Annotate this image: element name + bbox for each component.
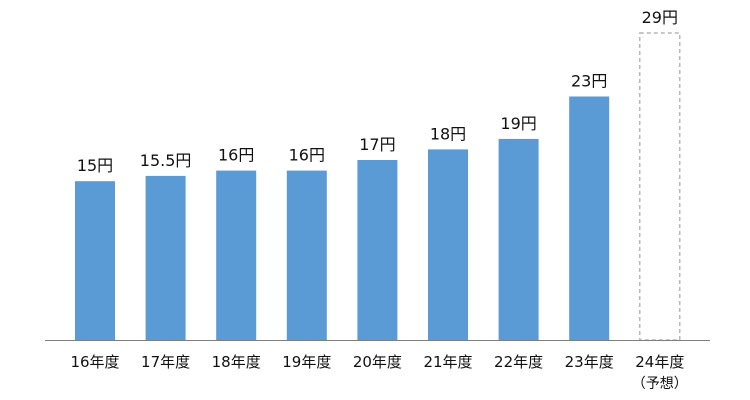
bar (75, 181, 115, 340)
bar-value-label: 29円 (642, 8, 678, 27)
x-tick-label: 17年度 (141, 353, 190, 371)
bar (569, 96, 610, 340)
bar (216, 170, 257, 340)
bar-value-label: 16円 (218, 146, 254, 165)
bar (357, 160, 398, 340)
bar (286, 170, 327, 340)
x-tick-label: 23年度 (565, 353, 614, 371)
bar-value-label: 17円 (359, 135, 395, 154)
x-tick-label: 18年度 (212, 353, 261, 371)
value-labels-group: 15円 15.5円 16円 16円 17円 18円 19円 23円 29円 (77, 8, 678, 175)
x-tick-note: （予想） (632, 376, 688, 392)
x-tick-label: 19年度 (282, 353, 331, 371)
bar (498, 138, 539, 340)
x-tick-label: 24年度 (635, 353, 684, 371)
x-tick-label: 20年度 (353, 353, 402, 371)
x-tick-labels-group: 16年度 17年度 18年度 19年度 20年度 21年度 22年度 23年度 24年度 （予想） (70, 353, 687, 392)
x-tick-label: 22年度 (494, 353, 543, 371)
bar-value-label: 19円 (500, 114, 536, 133)
bar-value-label: 15円 (77, 156, 113, 175)
bar-value-label: 23円 (571, 72, 607, 91)
bar (145, 175, 186, 340)
bar-projected (639, 32, 681, 341)
bars-group (75, 32, 681, 341)
x-tick-label: 21年度 (423, 353, 472, 371)
bar-value-label: 16円 (289, 146, 325, 165)
x-tick-label: 16年度 (70, 353, 119, 371)
bar (428, 149, 468, 340)
bar-value-label: 18円 (430, 124, 466, 143)
bar-value-label: 15.5円 (140, 151, 192, 170)
